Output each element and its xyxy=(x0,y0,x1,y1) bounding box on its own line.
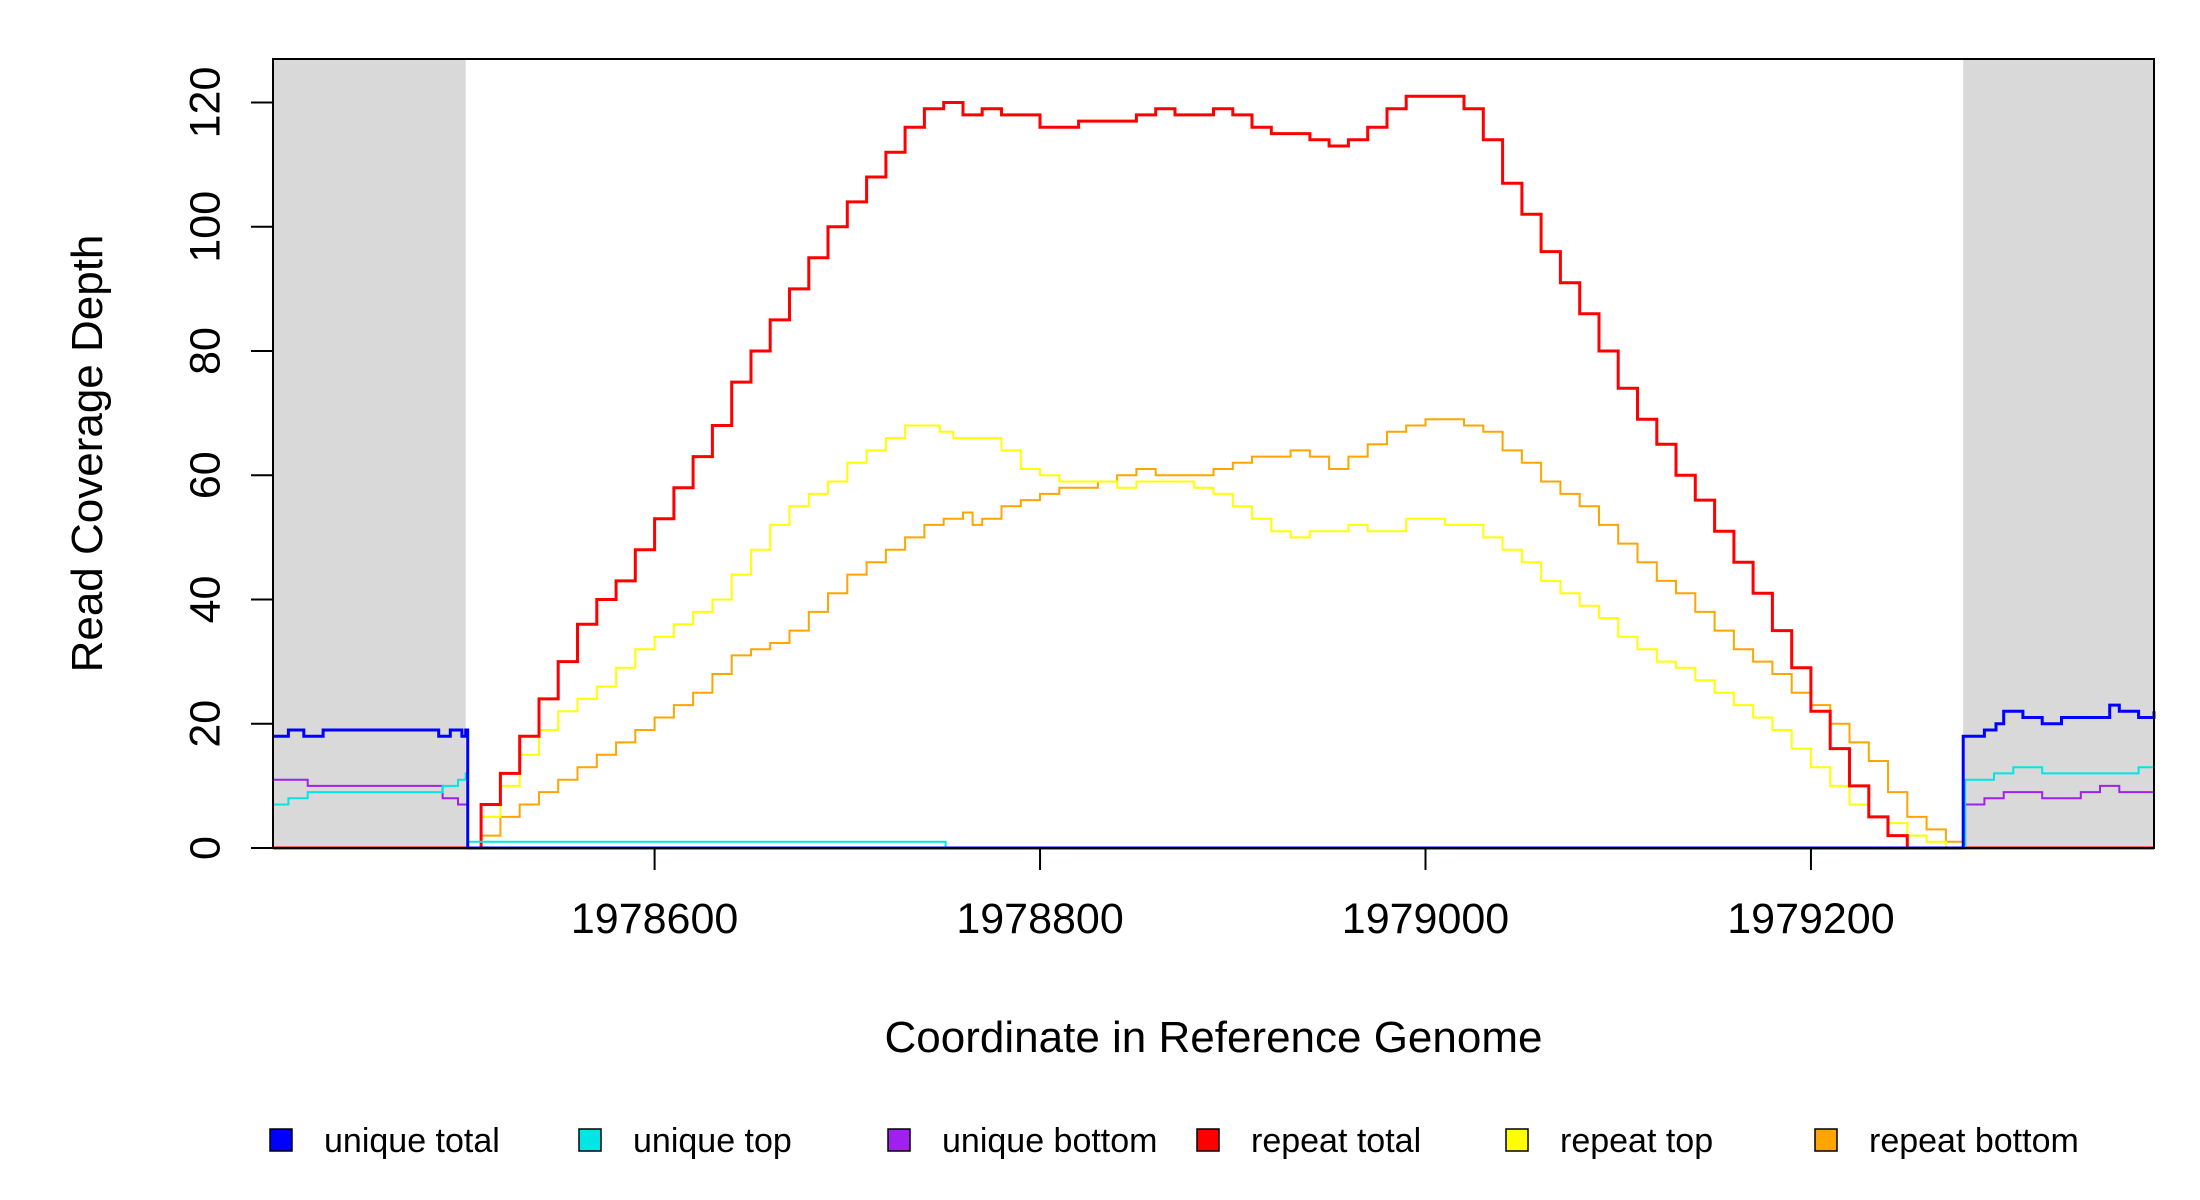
x-tick-label: 1979200 xyxy=(1727,895,1894,943)
x-axis: 1978600 1978800 1979000 1979200 xyxy=(571,848,1895,943)
x-axis-title: Coordinate in Reference Genome xyxy=(885,1013,1543,1062)
y-tick-label: 120 xyxy=(181,67,229,139)
y-axis-title: Read Coverage Depth xyxy=(63,235,112,673)
legend-swatch-repeat-bottom xyxy=(1814,1128,1838,1152)
legend-label-unique-total: unique total xyxy=(324,1122,500,1160)
y-tick-label: 60 xyxy=(181,451,229,499)
series-line-repeat-top xyxy=(273,424,2154,849)
series-line-repeat-bottom xyxy=(273,418,2154,849)
series-line-unique-top xyxy=(273,766,2154,849)
shaded-region-2 xyxy=(1963,59,2154,848)
legend-label-repeat-total: repeat total xyxy=(1251,1122,1421,1160)
legend-swatch-unique-bottom xyxy=(887,1128,911,1152)
legend-label-unique-bottom: unique bottom xyxy=(942,1122,1158,1160)
x-tick-label: 1978600 xyxy=(571,895,738,943)
legend-label-repeat-top: repeat top xyxy=(1560,1122,1713,1160)
series-line-repeat-total xyxy=(273,94,2154,850)
series-line-unique-bottom xyxy=(273,778,2154,849)
legend-label-repeat-bottom: repeat bottom xyxy=(1869,1122,2079,1160)
legend-swatch-repeat-total xyxy=(1196,1128,1220,1152)
legend-swatch-unique-top xyxy=(578,1128,602,1152)
legend-swatch-unique-total xyxy=(269,1128,293,1152)
x-tick-label: 1978800 xyxy=(956,895,1123,943)
y-tick-label: 80 xyxy=(181,327,229,375)
legend-label-unique-top: unique top xyxy=(633,1122,792,1160)
y-tick-label: 100 xyxy=(181,191,229,263)
series-lines xyxy=(273,94,2156,850)
y-tick-label: 40 xyxy=(181,576,229,624)
legend: unique total unique top unique bottom repea… xyxy=(269,1122,2079,1160)
series-line-unique-total xyxy=(273,703,2156,850)
y-tick-label: 20 xyxy=(181,700,229,748)
legend-swatch-repeat-top xyxy=(1505,1128,1529,1152)
y-tick-label: 0 xyxy=(181,836,229,860)
shaded-regions xyxy=(273,59,2154,848)
y-axis: 0 20 40 60 80 100 120 xyxy=(181,67,273,860)
plot-frame xyxy=(272,58,2155,849)
x-tick-label: 1979000 xyxy=(1342,895,1509,943)
shaded-region-1 xyxy=(273,59,466,848)
